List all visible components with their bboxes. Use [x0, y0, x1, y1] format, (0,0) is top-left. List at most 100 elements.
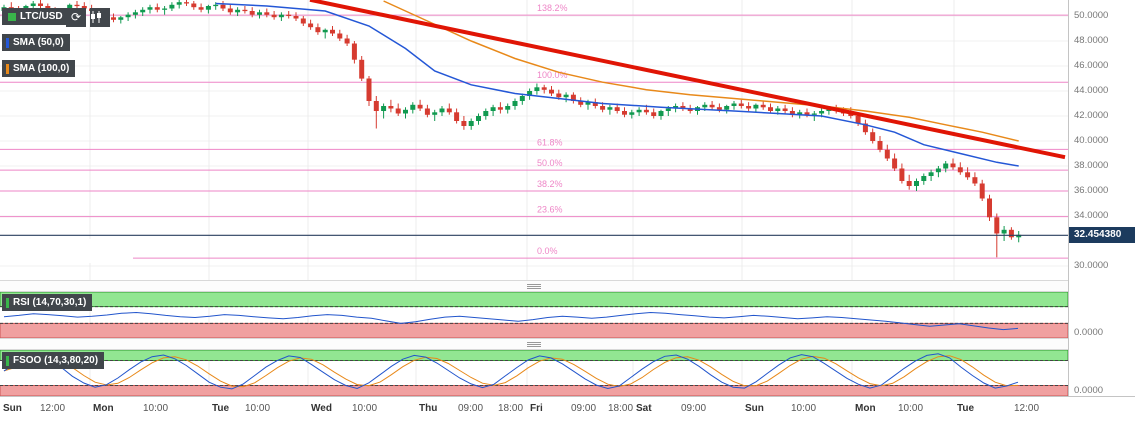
candle — [381, 106, 387, 111]
price-tick-label: 42.0000 — [1074, 110, 1109, 121]
candle — [286, 14, 292, 16]
candle — [330, 29, 335, 34]
splitter-grip-icon — [527, 342, 541, 343]
rsi-color-bar — [6, 297, 9, 308]
candle — [293, 16, 299, 19]
candle — [483, 111, 489, 116]
candle — [979, 183, 985, 199]
candle — [169, 4, 175, 9]
candle — [147, 7, 153, 10]
time-tick-label: Thu — [419, 403, 438, 414]
candle — [220, 4, 226, 9]
candle — [351, 43, 357, 60]
sma100-badge[interactable]: SMA (100,0) — [2, 60, 76, 77]
price-tick-label: 44.0000 — [1074, 85, 1109, 96]
candle — [497, 107, 503, 110]
pane-splitter-fsoo[interactable] — [0, 338, 1068, 350]
candle — [622, 111, 627, 115]
candle — [417, 104, 423, 109]
candle — [242, 9, 248, 12]
candle — [862, 123, 868, 133]
fsoo-pane-svg[interactable] — [0, 350, 1068, 396]
pane-splitter-rsi[interactable] — [0, 280, 1068, 292]
refresh-icon: ⟳ — [70, 10, 82, 24]
fsoo-axis-zero-label: 0.0000 — [1074, 385, 1104, 396]
candle — [556, 93, 562, 98]
candle — [198, 7, 204, 10]
candle — [461, 121, 467, 126]
candle — [906, 181, 912, 186]
fib-label: 100.0% — [537, 70, 568, 80]
time-tick-label: 09:00 — [458, 403, 484, 414]
candle — [665, 108, 671, 111]
time-tick-label: 18:00 — [608, 403, 634, 414]
candle — [235, 9, 241, 13]
candle — [154, 7, 160, 10]
candle — [403, 109, 408, 114]
price-tick-label: 40.0000 — [1074, 135, 1109, 146]
candle — [636, 109, 642, 113]
candle — [768, 107, 773, 111]
fib-label: 23.6% — [537, 205, 563, 215]
fib-label: 138.2% — [537, 3, 568, 13]
time-tick-label: Tue — [212, 403, 230, 414]
candle — [658, 111, 664, 116]
candle — [731, 103, 737, 106]
sma50-color-bar — [6, 37, 9, 48]
fsoo-color-bar — [6, 355, 9, 366]
oversold-band — [0, 322, 1068, 338]
symbol-marker-icon — [8, 12, 16, 21]
candle — [132, 12, 138, 15]
candle — [534, 87, 540, 91]
candle — [570, 94, 576, 101]
chart-style-button[interactable] — [90, 8, 110, 27]
candle — [344, 38, 350, 44]
candle — [921, 176, 927, 181]
sma100-label: SMA (100,0) — [13, 63, 70, 74]
candle — [308, 23, 314, 28]
price-tick-label: 36.0000 — [1074, 185, 1109, 196]
candle — [227, 8, 233, 13]
candle — [162, 8, 168, 10]
fsoo-badge[interactable]: FSOO (14,3,80,20) — [2, 352, 105, 369]
price-pane-svg[interactable]: 138.2% 100.0% 61.8% 50.0% 38.2% 23.6% 0.0% — [0, 0, 1068, 280]
symbol-badge[interactable]: LTC/USD — [2, 8, 69, 25]
candles-icon — [91, 11, 101, 23]
candle — [322, 29, 328, 33]
candle — [395, 108, 401, 114]
candle — [600, 106, 606, 110]
oversold-band — [0, 385, 1068, 396]
candle — [476, 116, 481, 121]
trendline[interactable] — [309, 0, 1066, 160]
candle — [468, 121, 474, 126]
time-tick-label: Fri — [530, 403, 543, 414]
candle — [789, 111, 795, 115]
sma50-badge[interactable]: SMA (50,0) — [2, 34, 70, 51]
stoch-k-line — [3, 353, 1019, 390]
candle — [359, 59, 365, 79]
candle — [257, 12, 262, 15]
time-axis[interactable]: Sun 12:00 Mon 10:00 Tue 10:00 Wed 10:00 Thu 09:00… — [0, 396, 1135, 424]
price-tick-label: 50.0000 — [1074, 10, 1109, 21]
candle — [797, 112, 803, 115]
fsoo-label: FSOO (14,3,80,20) — [13, 355, 99, 366]
time-tick-label: 10:00 — [245, 403, 271, 414]
price-axis[interactable]: 32.454380 0.0000 0.0000 50.0000 48.0000 46… — [1068, 0, 1135, 396]
candle — [38, 3, 43, 6]
candle — [315, 27, 321, 33]
time-tick-label: 10:00 — [898, 403, 924, 414]
rsi-badge[interactable]: RSI (14,70,30,1) — [2, 294, 93, 311]
candle — [176, 2, 182, 5]
time-tick-label: Sun — [745, 403, 764, 414]
rsi-pane-svg[interactable] — [0, 292, 1068, 338]
candle — [870, 132, 876, 141]
candle — [687, 108, 693, 111]
time-tick-label: Mon — [93, 403, 114, 414]
refresh-button[interactable]: ⟳ — [66, 8, 86, 27]
candle — [67, 4, 73, 10]
last-price-badge: 32.454380 — [1069, 227, 1135, 243]
candle — [1001, 229, 1007, 234]
candle — [738, 103, 744, 106]
candle — [424, 108, 430, 115]
candle — [454, 112, 460, 121]
